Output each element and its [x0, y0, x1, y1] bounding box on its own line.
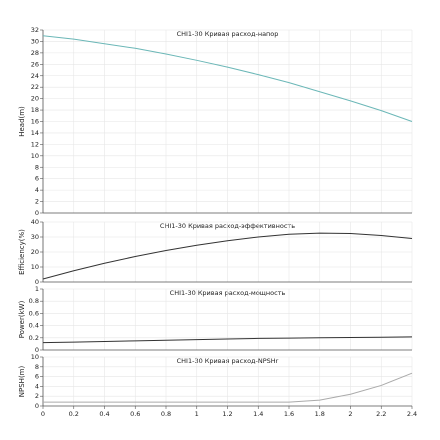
y-axis-label: Power(kW) [18, 300, 26, 338]
y-tick-label: 8 [35, 363, 39, 371]
y-tick-label: 1 [35, 285, 39, 293]
y-tick-label: 10 [31, 353, 39, 361]
data-line [42, 232, 413, 280]
y-tick-label: 22 [31, 83, 39, 91]
y-tick-label: 0.8 [29, 297, 39, 305]
y-tick-label: 30 [31, 37, 39, 45]
y-tick-label: 32 [31, 26, 39, 34]
y-tick-label: 0.4 [29, 322, 39, 330]
x-tick-label: 1.8 [315, 410, 325, 418]
y-tick-label: 20 [31, 248, 39, 256]
y-tick-label: 26 [31, 60, 39, 68]
x-tick-label: 0.8 [161, 410, 171, 418]
y-tick-label: 24 [31, 72, 39, 80]
y-tick-label: 28 [31, 49, 39, 57]
data-line [43, 372, 413, 403]
x-tick-label: 0.2 [69, 410, 79, 418]
y-axis-label: Head(m) [18, 106, 26, 137]
x-tick-label: 2.4 [407, 410, 417, 418]
y-tick-label: 6 [35, 373, 39, 381]
y-tick-label: 14 [31, 129, 39, 137]
y-tick-label: 18 [31, 106, 39, 114]
x-tick-label: 0 [41, 410, 45, 418]
y-axis-label: Efficiency(%) [18, 229, 26, 275]
y-tick-label: 12 [31, 140, 39, 148]
y-tick-label: 10 [31, 152, 39, 160]
y-tick-label: 2 [35, 198, 39, 206]
y-tick-label: 10 [31, 263, 39, 271]
data-line [42, 336, 413, 344]
y-tick-label: 4 [35, 186, 39, 194]
y-tick-label: 2 [35, 392, 39, 400]
x-tick-label: 1 [195, 410, 199, 418]
y-tick-label: 0 [35, 402, 39, 410]
y-tick-label: 0 [35, 346, 39, 354]
x-tick-label: 2 [348, 410, 352, 418]
x-tick-label: 1.2 [222, 410, 232, 418]
data-line [42, 35, 413, 122]
y-axis-label: NPSH(m) [18, 366, 26, 398]
y-tick-label: 0 [35, 278, 39, 286]
y-tick-label: 40 [31, 218, 39, 226]
x-tick-label: 1.4 [253, 410, 263, 418]
y-tick-label: 8 [35, 163, 39, 171]
y-tick-label: 20 [31, 95, 39, 103]
x-tick-label: 0.4 [99, 410, 109, 418]
y-tick-label: 6 [35, 175, 39, 183]
y-tick-label: 16 [31, 118, 39, 126]
x-tick-label: 1.6 [284, 410, 294, 418]
x-tick-label: 2.2 [376, 410, 386, 418]
y-tick-label: 4 [35, 382, 39, 390]
y-tick-label: 0 [35, 209, 39, 217]
y-tick-label: 0.2 [29, 334, 39, 342]
y-tick-label: 30 [31, 233, 39, 241]
x-tick-label: 0.6 [130, 410, 140, 418]
y-tick-label: 0.6 [29, 309, 39, 317]
